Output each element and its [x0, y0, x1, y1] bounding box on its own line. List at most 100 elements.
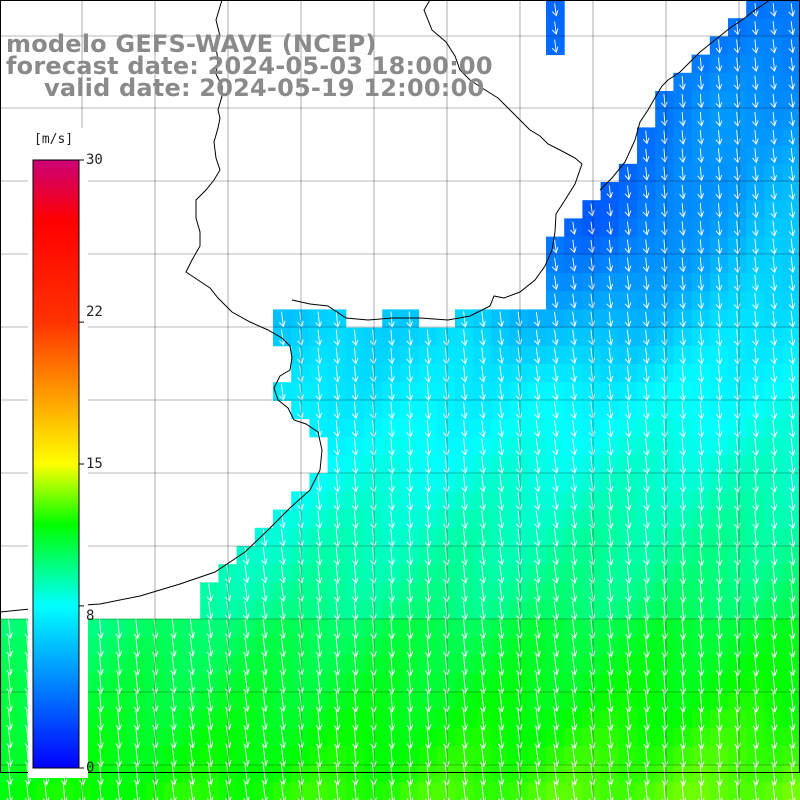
wind-arrow [608, 655, 612, 675]
wind-arrow [463, 564, 466, 584]
wind-arrow [463, 528, 466, 547]
wind-arrow-head [352, 760, 359, 768]
wind-arrow [772, 202, 776, 218]
wind-arrow-head [461, 430, 468, 438]
wind-arrow [699, 257, 703, 272]
wind-arrow-head [188, 632, 195, 639]
wind-arrow-head [606, 449, 614, 456]
wind-arrow [772, 3, 775, 17]
wind-arrow [663, 275, 666, 290]
wind-arrow-head [479, 339, 486, 346]
wind-arrow [754, 184, 757, 200]
wind-arrow-head [461, 613, 468, 621]
wind-arrow-head [788, 504, 796, 511]
wind-arrow-head [497, 485, 505, 493]
wind-arrow [790, 365, 794, 383]
wind-cell [782, 491, 800, 511]
wind-arrow-head [606, 522, 614, 530]
wind-arrow-head [643, 431, 650, 438]
wind-arrow-head [788, 211, 796, 219]
wind-arrow-head [406, 724, 414, 731]
wind-arrow [317, 709, 321, 730]
wind-arrow [426, 763, 430, 785]
wind-arrow [572, 257, 575, 271]
wind-arrow-head [770, 559, 778, 566]
wind-arrow [317, 474, 321, 492]
wind-cell [782, 127, 800, 147]
wind-arrow-head [552, 375, 559, 383]
wind-arrow [663, 528, 666, 547]
wind-arrow [718, 202, 721, 217]
wind-arrow-head [351, 431, 359, 438]
wind-arrow [335, 709, 339, 730]
wind-arrow [499, 709, 503, 730]
wind-arrow-head [679, 120, 686, 127]
wind-arrow-head [679, 504, 687, 511]
wind-arrow-head [315, 412, 323, 420]
wind-arrow [790, 329, 794, 346]
wind-arrow-head [715, 303, 723, 310]
wind-arrow-head [279, 595, 286, 603]
wind-arrow-head [516, 723, 523, 731]
wind-arrow [590, 239, 594, 253]
wind-arrow [499, 437, 503, 456]
wind-arrow [535, 727, 540, 748]
wind-arrow-head [243, 760, 250, 767]
wind-arrow [790, 238, 794, 254]
wind-arrow-head [733, 376, 741, 383]
wind-arrow [590, 275, 594, 290]
wind-arrow [608, 365, 612, 382]
wind-arrow-head [534, 613, 541, 621]
wind-arrow [8, 637, 11, 657]
wind-arrow-head [115, 705, 123, 713]
wind-arrow [681, 564, 685, 584]
wind-arrow [262, 619, 267, 639]
wind-arrow-head [624, 467, 632, 475]
wind-arrow [645, 600, 648, 620]
wind-arrow [572, 474, 576, 492]
wind-arrow [353, 546, 357, 565]
wind-arrow [280, 655, 285, 675]
wind-arrow [772, 383, 776, 401]
wind-arrow-head [679, 358, 687, 365]
wind-arrow-head [752, 742, 760, 750]
wind-arrow-head [734, 651, 741, 658]
wind-arrow-head [642, 339, 650, 346]
wind-arrow [390, 691, 393, 712]
wind-arrow-head [406, 431, 414, 438]
wind-arrow-head [570, 485, 577, 493]
wind-arrow [790, 111, 794, 126]
wind-arrow [754, 93, 757, 108]
wind-cell [782, 582, 800, 602]
wind-arrow-head [388, 467, 395, 475]
wind-arrow-head [479, 577, 487, 584]
wind-arrow [736, 202, 739, 218]
wind-arrow-head [697, 431, 705, 438]
wind-arrow-head [315, 376, 323, 383]
wind-arrow-head [461, 705, 468, 713]
wind-arrow [281, 383, 284, 400]
wind-arrow [535, 437, 539, 455]
wind-arrow-head [752, 761, 760, 768]
wind-arrow [699, 438, 703, 456]
wind-arrow [772, 347, 776, 364]
wind-arrow-head [679, 724, 687, 731]
wind-arrow [772, 293, 776, 309]
wind-arrow-head [551, 9, 559, 17]
wind-arrow [717, 763, 721, 786]
wind-arrow [681, 383, 685, 401]
wind-arrow-head [752, 614, 760, 621]
wind-arrow [244, 691, 249, 712]
wind-arrow [663, 709, 667, 730]
wind-arrow [772, 564, 776, 584]
wind-arrow [699, 763, 703, 786]
wind-arrow [772, 21, 775, 35]
wind-arrow-head [533, 449, 541, 456]
wind-arrow [626, 636, 630, 657]
wind-arrow [736, 546, 739, 566]
wind-arrow-head [206, 760, 214, 767]
wind-arrow-head [679, 522, 687, 530]
wind-arrow-head [715, 431, 723, 438]
wind-arrow [390, 727, 393, 749]
wind-arrow-head [406, 577, 414, 585]
